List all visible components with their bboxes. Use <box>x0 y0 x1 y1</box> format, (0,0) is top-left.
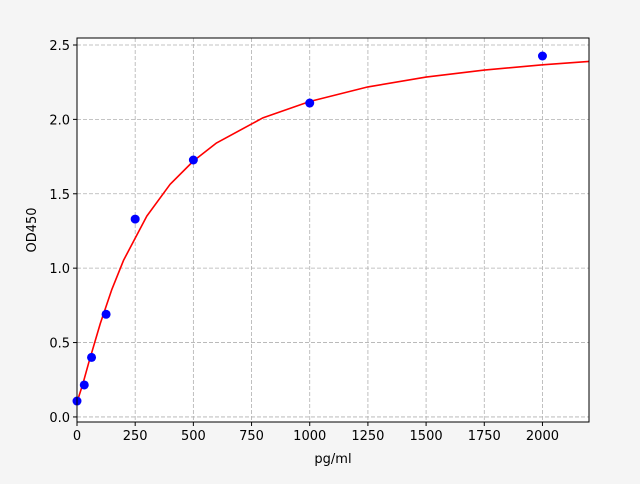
x-tick-label: 1250 <box>351 429 384 444</box>
x-tick-label: 750 <box>239 429 264 444</box>
y-axis-ticks: 0.0 0.5 1.0 1.5 2.0 2.5 <box>49 39 77 426</box>
x-tick-label: 500 <box>181 429 206 444</box>
y-axis-label: OD450 <box>25 207 40 252</box>
y-tick-label: 2.5 <box>49 39 70 54</box>
x-tick-label: 1000 <box>293 429 326 444</box>
data-point <box>87 352 97 362</box>
data-point <box>130 214 140 224</box>
y-tick-label: 1.0 <box>49 262 70 277</box>
x-tick-label: 250 <box>123 429 148 444</box>
x-tick-label: 1500 <box>410 429 443 444</box>
y-tick-label: 0.5 <box>49 337 70 352</box>
data-points <box>72 51 547 406</box>
data-point <box>305 98 315 108</box>
data-point <box>101 309 111 319</box>
x-tick-label: 1750 <box>468 429 501 444</box>
x-tick-label: 0 <box>73 429 81 444</box>
y-tick-label: 1.5 <box>49 188 70 203</box>
x-axis-label: pg/ml <box>314 452 351 467</box>
y-tick-label: 0.0 <box>49 411 70 426</box>
x-tick-label: 2000 <box>526 429 559 444</box>
data-point <box>537 51 547 61</box>
data-point <box>188 155 198 165</box>
plot-area <box>77 38 589 422</box>
x-axis-ticks: 0 250 500 750 1000 1250 1500 1750 2000 <box>73 422 559 444</box>
data-point <box>79 380 89 390</box>
y-tick-label: 2.0 <box>49 113 70 128</box>
plot-frame <box>76 37 590 423</box>
